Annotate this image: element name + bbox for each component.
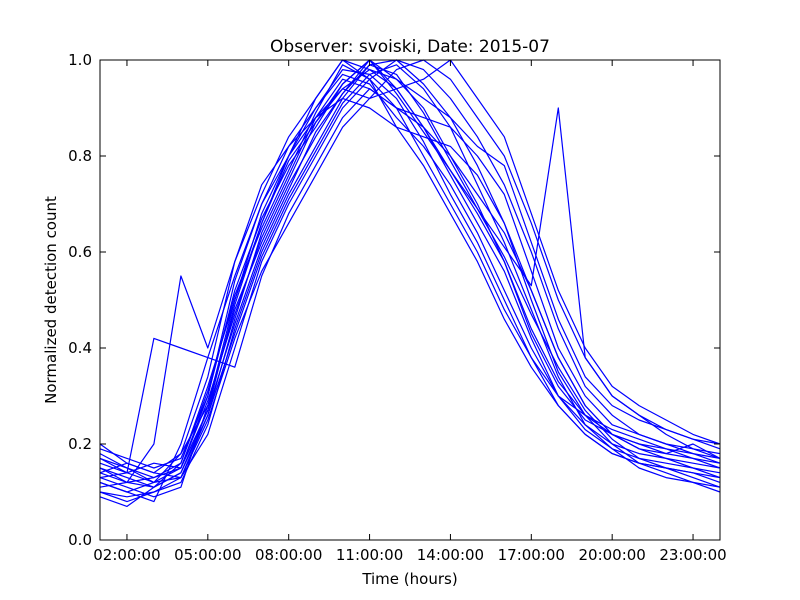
y-tick-label: 0.2 [68,435,92,453]
series-line-17 [99,64,721,488]
x-tick-label: 17:00:00 [498,546,565,564]
y-tick-label: 0.4 [68,339,92,357]
x-tick-label: 11:00:00 [336,546,403,564]
y-tick-label: 0.0 [68,531,92,549]
series-line-4 [99,59,721,503]
y-tick-label: 1.0 [68,51,92,69]
series-line-15 [99,59,721,479]
x-tick-label: 05:00:00 [174,546,241,564]
series-layer [99,59,721,507]
series-line-16 [99,64,721,498]
y-axis-label: Normalized detection count [42,196,60,404]
ticks-layer: 02:00:00 05:00:00 08:00:00 11:00:00 14:00:00… [68,51,727,564]
series-line-18 [99,59,721,479]
series-line-10 [99,59,721,488]
series-line-14 [99,97,721,493]
x-tick-label: 08:00:00 [255,546,322,564]
x-tick-label: 14:00:00 [417,546,484,564]
x-tick-label: 23:00:00 [659,546,726,564]
y-tick-label: 0.8 [68,147,92,165]
x-axis-label: Time (hours) [361,570,457,588]
x-tick-label: 02:00:00 [93,546,160,564]
series-line-11 [99,68,721,469]
chart-title: Observer: svoiski, Date: 2015-07 [270,37,550,57]
plot-frame [99,59,721,541]
y-tick-label: 0.6 [68,243,92,261]
series-line-6 [99,59,721,483]
x-tick-label: 20:00:00 [578,546,645,564]
